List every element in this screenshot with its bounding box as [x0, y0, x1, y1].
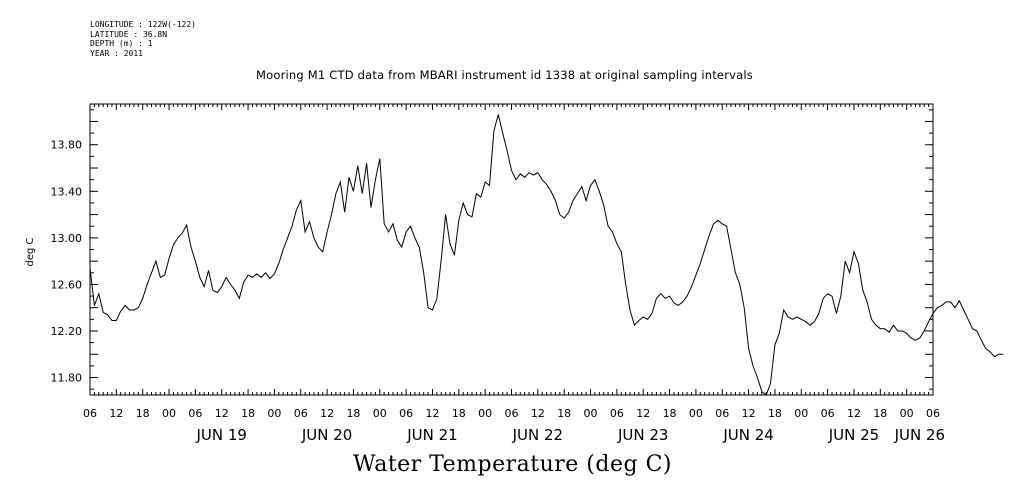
latitude-text: LATITUDE : 36.8N [90, 29, 168, 39]
x-tick-label: 12 [320, 407, 334, 420]
x-tick-label: 18 [241, 407, 255, 420]
x-tick-label: 18 [663, 407, 677, 420]
y-tick-label: 13.40 [51, 185, 83, 198]
day-label: JUN 24 [722, 426, 773, 444]
x-tick-label: 00 [162, 407, 176, 420]
y-tick-label: 11.80 [51, 372, 83, 385]
x-tick-label: 00 [267, 407, 281, 420]
year-text: YEAR : 2011 [90, 48, 143, 58]
day-label: JUN 22 [512, 426, 563, 444]
longitude-text: LONGITUDE : 122W(-122) [90, 20, 196, 29]
tick-marks [89, 104, 934, 395]
x-tick-label: 12 [215, 407, 229, 420]
x-tick-label: 06 [821, 407, 835, 420]
x-tick-label: 00 [373, 407, 387, 420]
x-tick-label: 18 [136, 407, 150, 420]
x-tick-label: 06 [610, 407, 624, 420]
day-label: JUN 19 [195, 426, 246, 444]
x-tick-label: 06 [294, 407, 308, 420]
plot-frame [89, 103, 934, 396]
x-tick-label: 18 [768, 407, 782, 420]
x-tick-label: 00 [794, 407, 808, 420]
x-tick-labels: 06 12 18 00 06 12 18 00 06 12 18 00 06 12 18 00 06 12 18 00… [83, 407, 940, 420]
x-tick-label: 12 [425, 407, 439, 420]
x-tick-label: 18 [452, 407, 466, 420]
x-tick-label: 06 [188, 407, 202, 420]
y-axis-label: deg C [25, 237, 36, 266]
x-tick-label: 00 [900, 407, 914, 420]
x-tick-label: 18 [346, 407, 360, 420]
day-label: JUN 20 [301, 426, 352, 444]
x-tick-label: 06 [505, 407, 519, 420]
chart-title: Mooring M1 CTD data from MBARI instrumen… [256, 68, 753, 82]
x-tick-label: 00 [584, 407, 598, 420]
day-label: JUN 21 [406, 426, 457, 444]
y-tick-label: 12.20 [51, 325, 83, 338]
x-tick-label: 12 [742, 407, 756, 420]
x-tick-label: 18 [557, 407, 571, 420]
x-tick-label: 12 [109, 407, 123, 420]
x-tick-label: 06 [83, 407, 97, 420]
variable-title: Water Temperature (deg C) [353, 452, 672, 477]
x-tick-label: 12 [847, 407, 861, 420]
y-tick-label: 12.60 [51, 278, 83, 291]
x-tick-label: 06 [926, 407, 940, 420]
x-tick-label: 06 [399, 407, 413, 420]
y-tick-label: 13.80 [51, 139, 83, 152]
x-tick-label: 00 [478, 407, 492, 420]
y-tick-label: 13.00 [51, 232, 83, 245]
day-label: JUN 25 [828, 426, 879, 444]
day-label: JUN 26 [894, 426, 945, 444]
x-tick-label: 12 [636, 407, 650, 420]
x-tick-label: 00 [689, 407, 703, 420]
day-label: JUN 23 [617, 426, 668, 444]
metadata-block: LONGITUDE : 122W(-122) LATITUDE : 36.8N … [90, 20, 196, 58]
water-temperature-line [89, 114, 1004, 396]
day-labels: JUN 19 JUN 20 JUN 21 JUN 22 JUN 23 JUN 24 JUN … [195, 426, 945, 444]
x-tick-label: 06 [715, 407, 729, 420]
x-tick-label: 12 [531, 407, 545, 420]
x-tick-label: 18 [873, 407, 887, 420]
depth-text: DEPTH (m) : 1 [90, 39, 153, 48]
y-tick-labels: 11.80 12.20 12.60 13.00 13.40 13.80 [51, 139, 83, 385]
